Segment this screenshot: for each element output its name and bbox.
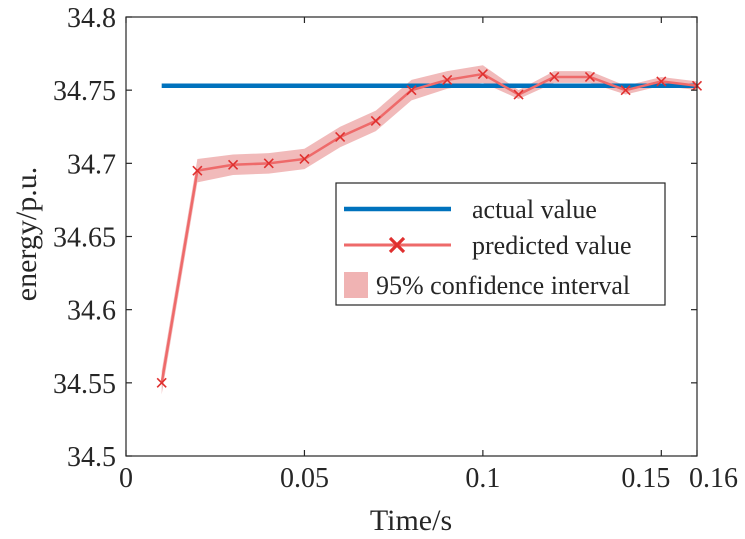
legend-predicted-marker bbox=[388, 236, 406, 254]
predicted-point bbox=[299, 153, 310, 165]
predicted-point bbox=[549, 71, 560, 83]
plot-area bbox=[156, 65, 703, 395]
predicted-point bbox=[513, 89, 524, 100]
legend: actual value predicted value 95% confide… bbox=[335, 182, 666, 306]
predicted-point bbox=[442, 74, 453, 85]
legend-label-actual: actual value bbox=[472, 195, 597, 224]
predicted-point bbox=[477, 69, 488, 80]
x-tick-label: 0.05 bbox=[280, 463, 329, 494]
legend-label-confidence: 95% confidence interval bbox=[376, 271, 630, 300]
predicted-point bbox=[156, 377, 167, 388]
y-tick-label: 34.6 bbox=[67, 296, 116, 327]
legend-confidence-swatch bbox=[344, 272, 368, 298]
predicted-value-line bbox=[160, 72, 698, 384]
predicted-point bbox=[370, 115, 381, 126]
predicted-point bbox=[656, 76, 667, 87]
legend-label-predicted: predicted value bbox=[472, 231, 632, 260]
axes: 0 0.05 0.1 0.15 0.16 34.5 34.55 34.6 34.65 34.7 34… bbox=[53, 3, 738, 494]
legend-predicted-x bbox=[388, 236, 406, 254]
y-tick-label: 34.75 bbox=[53, 76, 116, 107]
x-axis-label: Time/s bbox=[370, 504, 452, 537]
predicted-point bbox=[192, 165, 203, 176]
predicted-point bbox=[584, 71, 596, 83]
y-tick-label: 34.7 bbox=[67, 149, 116, 180]
y-tick-label: 34.5 bbox=[67, 442, 116, 473]
x-tick-label: 0.1 bbox=[465, 463, 500, 494]
y-tick-label: 34.55 bbox=[53, 369, 116, 400]
x-tick-label: 0.15 bbox=[621, 463, 670, 494]
predicted-point bbox=[227, 159, 239, 170]
x-tick-label: 0.16 bbox=[689, 463, 738, 494]
predicted-point bbox=[263, 158, 274, 169]
y-tick-label: 34.65 bbox=[53, 223, 116, 254]
x-tick-label: 0 bbox=[119, 463, 133, 494]
predicted-point bbox=[620, 85, 631, 96]
y-axis-label: energy/p.u. bbox=[10, 167, 43, 301]
y-tick-label: 34.8 bbox=[67, 3, 116, 34]
predicted-point bbox=[335, 131, 346, 143]
predicted-point bbox=[406, 85, 417, 96]
